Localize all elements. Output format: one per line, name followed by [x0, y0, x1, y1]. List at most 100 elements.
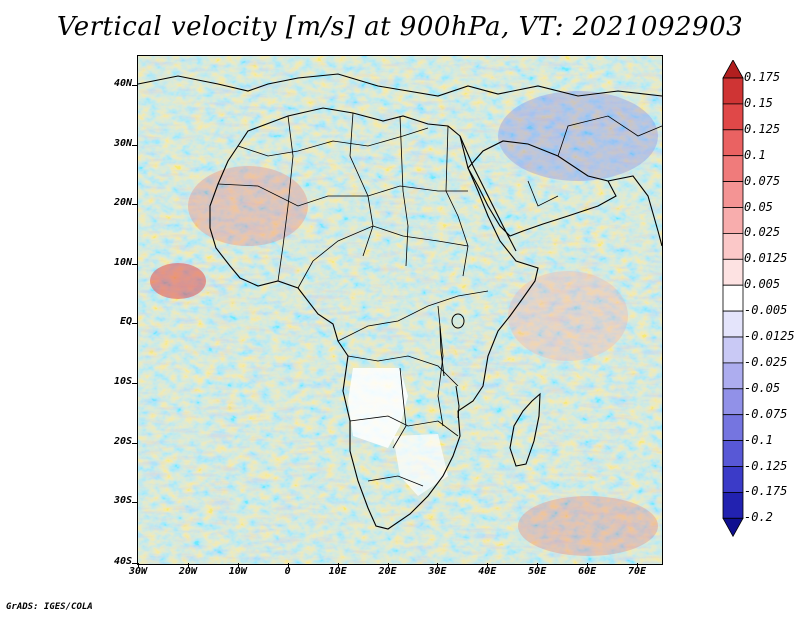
coastlines — [138, 73, 662, 530]
field-patch-red-atlantic — [150, 263, 206, 299]
colorbar-segment — [722, 129, 744, 157]
arabia-coastline — [467, 140, 617, 237]
lat-label: EQ — [119, 316, 132, 328]
chart-title: Vertical velocity [m/s] at 900hPa, VT: 2… — [56, 12, 744, 42]
lon-label: 40E — [478, 566, 497, 577]
lat-label: 10S — [113, 376, 132, 387]
colorbar-level-label: 0.025 — [744, 225, 781, 240]
field-patch-blue-arabia — [498, 91, 658, 181]
lat-label: 10N — [113, 256, 132, 268]
field-calm-south — [393, 434, 448, 496]
border-line — [337, 290, 489, 342]
colorbar-segment — [722, 414, 744, 442]
colorbar-level-label: 0.05 — [744, 199, 773, 214]
lat-tick — [132, 442, 137, 444]
lat-label: 30S — [113, 495, 132, 507]
border-line — [217, 183, 468, 207]
madagascar-coastline — [509, 392, 541, 467]
border-line — [527, 180, 559, 207]
colorbar-level-label: -0.1 — [744, 432, 773, 447]
lat-tick — [132, 502, 137, 504]
lon-tick — [187, 563, 189, 568]
colorbar-level-label: 0.1 — [744, 147, 766, 162]
colorbar-level-label: 0.15 — [744, 95, 773, 110]
lat-label: 30N — [113, 137, 132, 149]
velocity-field-map — [138, 56, 662, 564]
colorbar-segment — [722, 284, 744, 312]
colorbar-level-label: -0.025 — [744, 354, 788, 369]
lakes — [439, 313, 465, 419]
border-line — [367, 475, 424, 487]
lat-tick — [132, 323, 137, 325]
lon-tick — [237, 563, 239, 568]
colorbar-segment — [722, 181, 744, 208]
europe-coastline — [138, 73, 662, 97]
lon-label: 0 — [284, 566, 291, 577]
colorbar-top-triangle — [722, 60, 744, 79]
colorbar-level-label: 0.125 — [744, 121, 781, 136]
colorbar-level-label: -0.0125 — [744, 329, 795, 343]
field-patch-red-south — [518, 496, 658, 556]
colorbar-level-label: -0.005 — [744, 303, 788, 318]
colorbar — [722, 60, 744, 538]
colorbar-segment — [722, 440, 744, 467]
colorbar-segment — [722, 207, 744, 234]
colorbar-segment — [722, 103, 744, 131]
border-line — [349, 112, 374, 257]
colorbar-segment — [722, 77, 744, 105]
colorbar-segment — [722, 362, 744, 390]
colorbar-segment — [722, 155, 744, 182]
field-patch-red-indian — [508, 271, 628, 361]
border-line — [347, 355, 459, 387]
border-line — [392, 367, 407, 449]
lon-label: 70E — [627, 566, 647, 577]
lon-tick — [337, 563, 339, 568]
lon-tick — [487, 563, 489, 568]
border-line — [277, 115, 294, 282]
africa-coastline — [209, 107, 539, 530]
lon-label: 20W — [178, 566, 197, 577]
colorbar-level-label: -0.2 — [744, 510, 773, 525]
lon-tick — [637, 563, 638, 568]
border-line — [399, 115, 409, 267]
field-streaks — [138, 56, 662, 564]
lon-tick — [287, 563, 289, 568]
lat-label: 40S — [113, 556, 132, 567]
colorbar-level-label: -0.075 — [744, 406, 788, 421]
lat-tick — [132, 563, 137, 564]
lake-malawi — [455, 385, 460, 419]
lon-tick — [138, 563, 139, 568]
lat-label: 40N — [113, 78, 132, 89]
colorbar-segment — [722, 466, 744, 493]
map-plot-area — [137, 55, 663, 565]
border-line — [445, 125, 469, 277]
lat-tick — [132, 144, 137, 146]
colorbar-level-label: -0.125 — [744, 458, 788, 473]
lon-label: 60E — [578, 566, 597, 577]
lon-label: 50E — [528, 566, 547, 577]
lon-tick — [587, 563, 589, 568]
lake-victoria — [451, 313, 465, 329]
lat-tick — [132, 263, 137, 265]
lon-tick — [537, 563, 539, 568]
grads-credit: GrADS: IGES/COLA — [6, 602, 93, 612]
red-sea-coastline — [459, 135, 517, 252]
colorbar-level-label: 0.005 — [744, 277, 781, 292]
colorbar-level-label: 0.075 — [744, 173, 781, 188]
border-line — [557, 115, 662, 157]
lake-tanganyika — [439, 325, 445, 377]
lon-tick — [387, 563, 389, 568]
colorbar-bottom-triangle — [722, 517, 744, 538]
colorbar-level-label: -0.175 — [744, 484, 788, 499]
lon-tick — [437, 563, 439, 568]
lat-label: 20S — [113, 435, 132, 447]
lat-label: 20N — [113, 197, 132, 209]
colorbar-segment — [722, 232, 744, 260]
lon-label: 30E — [428, 566, 447, 577]
colorbar-level-label: 0.175 — [744, 70, 781, 84]
lon-label: 20E — [378, 566, 397, 577]
lat-tick — [132, 204, 137, 206]
lon-label: 10E — [328, 566, 347, 577]
lon-label: 10W — [228, 566, 247, 577]
colorbar-segment — [722, 388, 744, 416]
